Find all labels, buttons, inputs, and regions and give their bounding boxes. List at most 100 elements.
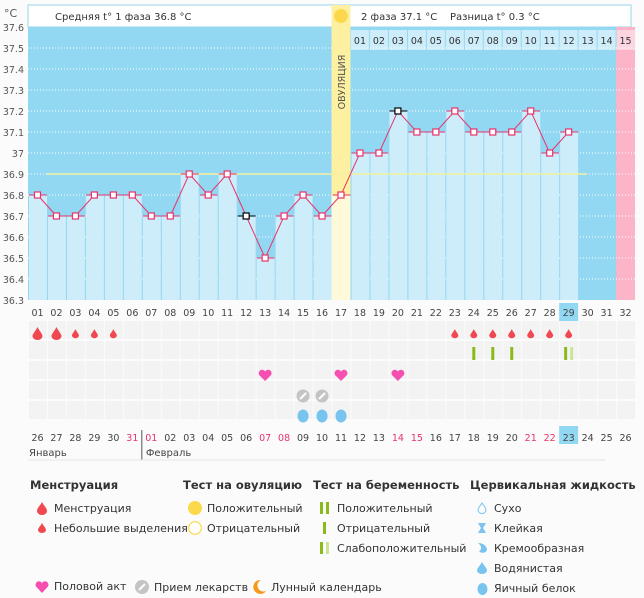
symbol-cell	[85, 341, 104, 359]
temperature-difference: Разница t° 0.3 °C	[450, 12, 540, 23]
cycle-day-label: 14	[278, 308, 290, 319]
post-ovulation-day: 09	[506, 36, 518, 47]
post-ovulation-day: 07	[468, 36, 480, 47]
symbol-cell	[294, 321, 313, 339]
legend-label: Водянистая	[494, 561, 563, 575]
calendar-date-label: 03	[183, 433, 195, 444]
y-tick-label: 37.1	[3, 128, 24, 139]
calendar-date-label: 02	[164, 433, 176, 444]
legend-medication: Прием лекарств	[130, 580, 248, 594]
post-ovulation-day: 05	[430, 36, 442, 47]
symbol-cell	[199, 361, 218, 379]
symbol-cell	[123, 361, 142, 379]
symbol-cell	[408, 341, 427, 359]
temperature-point	[299, 191, 307, 199]
temperature-bar	[560, 132, 579, 300]
symbol-cell	[408, 361, 427, 379]
cycle-day-label: 03	[69, 308, 81, 319]
legend-label: Кремообразная	[494, 541, 585, 555]
symbol-cell	[427, 341, 446, 359]
symbol-cell	[47, 401, 66, 419]
heart-icon	[391, 369, 405, 381]
cycle-day-label: 06	[126, 308, 138, 319]
temperature-bar	[313, 216, 332, 300]
temperature-bar	[237, 216, 256, 300]
legend-label: Прием лекарств	[154, 580, 249, 594]
y-tick-label: 37.5	[3, 44, 24, 55]
temperature-point	[527, 107, 535, 115]
temperature-bar	[218, 174, 237, 300]
spotting-icon	[90, 329, 98, 339]
test-positive-icon	[313, 502, 337, 514]
temperature-bar	[370, 153, 389, 300]
legend-title: Цервикальная жидкость	[470, 478, 636, 492]
cycle-day-label: 22	[430, 308, 442, 319]
symbol-cell	[142, 381, 161, 399]
spotting-icon	[71, 329, 79, 339]
symbol-cell	[370, 381, 389, 399]
symbol-cell	[29, 361, 47, 379]
symbol-cell	[541, 341, 560, 359]
symbol-cell	[446, 381, 465, 399]
symbol-cell	[85, 321, 104, 339]
symbol-cell	[541, 381, 560, 399]
symbol-cell	[66, 361, 85, 379]
y-tick-label: 36.4	[3, 275, 24, 286]
cycle-day-label: 19	[373, 308, 385, 319]
calendar-date-label: 27	[50, 433, 62, 444]
cycle-day-label: 20	[392, 308, 404, 319]
symbol-cell	[351, 381, 370, 399]
calendar-date-label: 15	[411, 433, 423, 444]
symbol-cell	[256, 381, 275, 399]
calendar-date-label: 05	[221, 433, 233, 444]
symbol-cell	[256, 341, 275, 359]
temperature-bar	[29, 195, 47, 300]
symbol-cell	[598, 341, 617, 359]
symbol-cell	[123, 381, 142, 399]
sun-outline-icon	[183, 521, 207, 535]
symbol-cell	[446, 321, 465, 339]
symbol-cell	[237, 381, 256, 399]
y-tick-label: 36.9	[3, 170, 24, 181]
symbol-cell	[427, 321, 446, 339]
pregnancy-test-negative-icon	[472, 347, 476, 360]
symbol-cell	[142, 361, 161, 379]
symbol-cell	[370, 361, 389, 379]
symbol-cell	[522, 381, 541, 399]
bbt-chart: °C Средняя t° 1 фаза 36.8 °C 2 фаза 37.1 °…	[3, 4, 636, 461]
calendar-date-label: 22	[544, 433, 556, 444]
symbol-cell	[294, 361, 313, 379]
cycle-day-label: 25	[487, 308, 499, 319]
pregnancy-test-faint-line-icon	[570, 347, 574, 360]
symbol-cell	[351, 321, 370, 339]
cycle-day-label: 28	[544, 308, 556, 319]
symbol-cell	[522, 401, 541, 419]
symbol-cell	[180, 321, 199, 339]
symbol-cell	[332, 381, 351, 399]
temperature-bar	[389, 111, 408, 300]
small-drop-icon	[30, 523, 54, 533]
symbol-cell	[47, 381, 66, 399]
calendar-date-label: 29	[88, 433, 100, 444]
temperature-bar	[180, 174, 199, 300]
spotting-icon	[470, 329, 478, 339]
symbol-cell	[313, 361, 332, 379]
temperature-bar	[85, 195, 104, 300]
calendar-date-label: 28	[69, 433, 81, 444]
symbol-cell	[427, 361, 446, 379]
legend-label: Положительный	[337, 501, 433, 515]
symbol-cell	[199, 321, 218, 339]
symbol-cell	[484, 401, 503, 419]
temperature-bar	[142, 216, 161, 300]
symbol-cell	[29, 401, 47, 419]
symbol-cell	[427, 381, 446, 399]
legend-label: Лунный календарь	[271, 580, 382, 594]
symbol-cell	[237, 341, 256, 359]
symbol-cell	[465, 321, 484, 339]
temperature-point	[280, 212, 288, 220]
post-ovulation-day: 08	[487, 36, 499, 47]
symbol-cell	[47, 361, 66, 379]
symbol-cell	[313, 341, 332, 359]
calendar-date-label: 24	[582, 433, 594, 444]
symbol-cell	[560, 341, 579, 359]
